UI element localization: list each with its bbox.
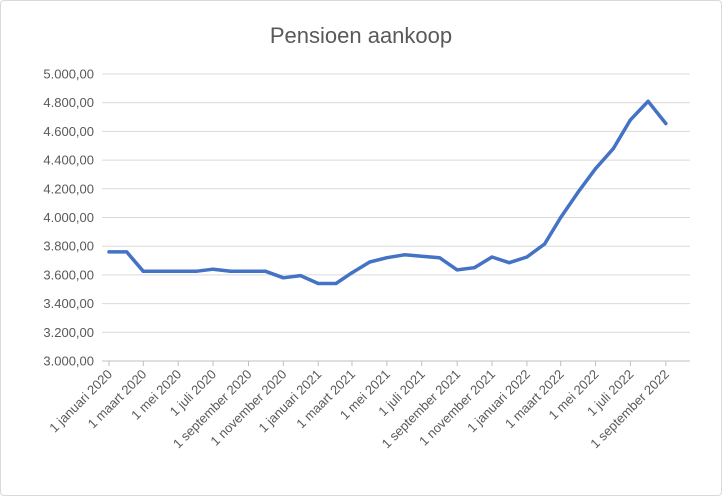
data-point [455,268,459,272]
data-point [176,269,180,273]
data-point [593,167,598,171]
data-point [559,215,563,220]
y-axis-tick-labels: 3.000,00 3.200,00 3.400,00 3.600,00 3.800,00… [43,67,94,369]
data-point [194,269,198,273]
data-point [507,261,511,265]
data-point [611,147,615,151]
data-point [628,118,633,122]
data-point [264,269,268,273]
data-point [543,242,547,246]
series-layer [107,99,668,286]
data-point [368,260,372,264]
data-point [334,281,338,286]
y-tick-label: 3.000,00 [43,354,94,369]
data-point [159,269,163,273]
data-point [664,121,668,126]
data-point [472,266,476,270]
data-point [246,269,251,273]
data-point [211,267,215,271]
data-point [646,99,650,103]
y-tick-label: 5.000,00 [43,67,94,82]
y-tick-label: 3.600,00 [43,267,94,282]
y-tick-label: 4.000,00 [43,210,94,225]
data-point [298,274,303,278]
data-point [107,250,111,254]
data-point [576,190,580,194]
y-tick-label: 3.400,00 [43,296,94,311]
y-tick-label: 4.400,00 [43,153,94,168]
data-point [437,256,442,260]
y-tick-label: 3.200,00 [43,325,94,340]
series-line [107,99,668,286]
data-point [525,255,529,259]
data-point [350,271,354,275]
data-point [402,253,407,257]
y-tick-label: 4.800,00 [43,95,94,110]
data-point [316,281,320,286]
gridlines [102,73,690,362]
data-point [141,269,145,273]
y-tick-label: 4.600,00 [43,124,94,139]
data-point [385,256,389,260]
y-tick-label: 3.800,00 [43,239,94,254]
data-point [281,276,285,280]
data-point [420,254,424,258]
data-point [125,250,129,254]
data-point [229,269,233,273]
data-point [490,255,494,259]
chart-title: Pensioen aankoop [270,23,452,48]
y-tick-label: 4.200,00 [43,181,94,196]
